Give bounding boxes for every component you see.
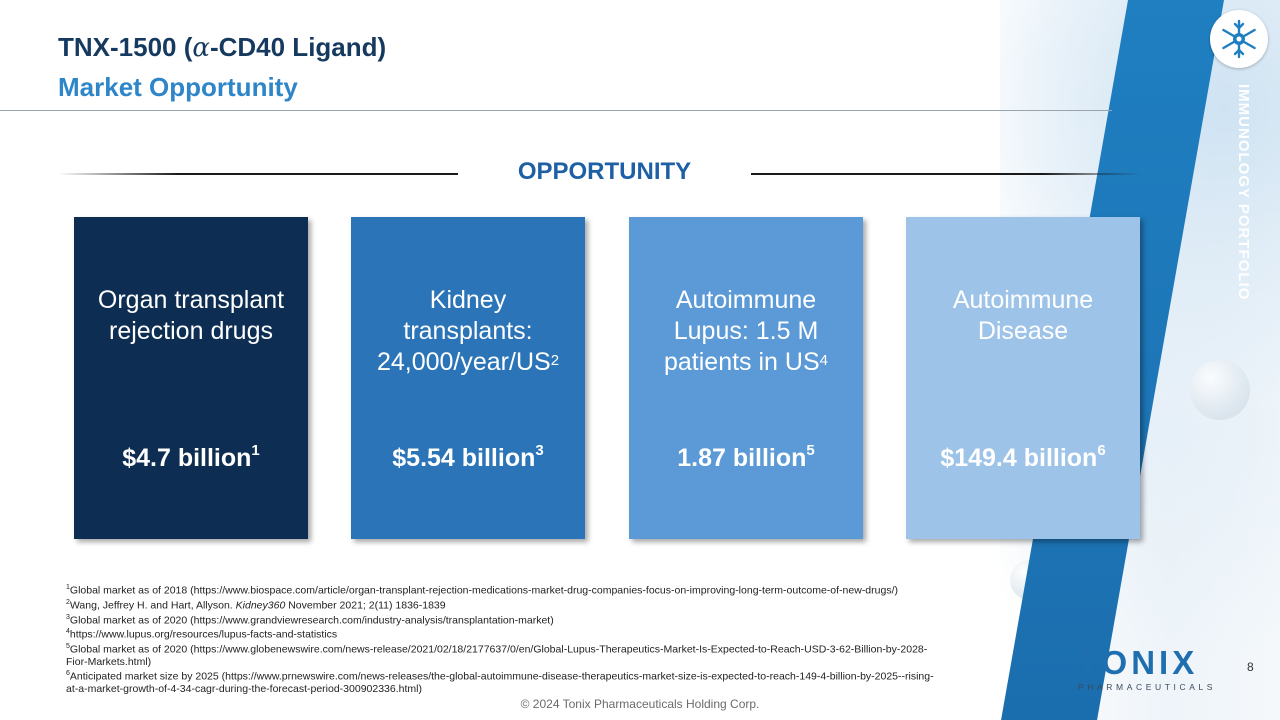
title-divider <box>0 110 1112 111</box>
footnote-1: 1Global market as of 2018 (https://www.b… <box>66 584 898 597</box>
footnote-5: 5Global market as of 2020 (https://www.g… <box>66 643 928 668</box>
card-label: Organ transplant rejection drugs <box>97 286 285 345</box>
card-value: 1.87 billion5 <box>677 442 815 472</box>
card-value: $4.7 billion1 <box>122 442 260 472</box>
logo-subtext: PHARMACEUTICALS <box>1078 682 1217 692</box>
heading-rule-left <box>58 173 458 175</box>
page-subtitle: Market Opportunity <box>58 72 298 102</box>
card-label: Autoimmune Disease <box>952 286 1094 345</box>
card-kidney-transplants: Kidney transplants: 24,000/year/US2 $5.54 … <box>351 217 585 539</box>
page-number: 8 <box>1247 660 1254 674</box>
heading-rule-right <box>751 173 1141 175</box>
card-organ-transplant: Organ transplant rejection drugs $4.7 bil… <box>74 217 308 539</box>
section-heading: OPPORTUNITY <box>517 158 692 185</box>
card-value: $149.4 billion6 <box>940 442 1106 472</box>
footnote-2: 2Wang, Jeffrey H. and Hart, Allyson. Kid… <box>66 598 446 612</box>
card-label: Kidney transplants: 24,000/year/US2 <box>376 286 560 376</box>
tonix-logo: TONIX PHARMACEUTICALS <box>1078 644 1217 696</box>
card-autoimmune-disease: Autoimmune Disease $149.4 billion6 <box>906 217 1140 539</box>
footnote-4: 4https://www.lupus.org/resources/lupus-f… <box>66 628 338 641</box>
card-value: $5.54 billion3 <box>392 442 544 472</box>
side-banner-label: IMMUNOLOGY PORTFOLIO <box>1235 84 1252 301</box>
logo-wordmark: TONIX <box>1078 644 1199 681</box>
alpha-symbol: α <box>192 33 210 63</box>
page-title: TNX-1500 (α-CD40 Ligand) <box>58 32 387 63</box>
footnotes: 1Global market as of 2018 (https://www.b… <box>66 582 1066 695</box>
footnote-6: 6Anticipated market size by 2025 (https:… <box>66 670 934 696</box>
copyright-text: © 2024 Tonix Pharmaceuticals Holding Cor… <box>520 697 760 711</box>
snowflake-logo-icon <box>1210 10 1268 68</box>
footnote-3: 3Global market as of 2020 (https://www.g… <box>66 613 554 627</box>
